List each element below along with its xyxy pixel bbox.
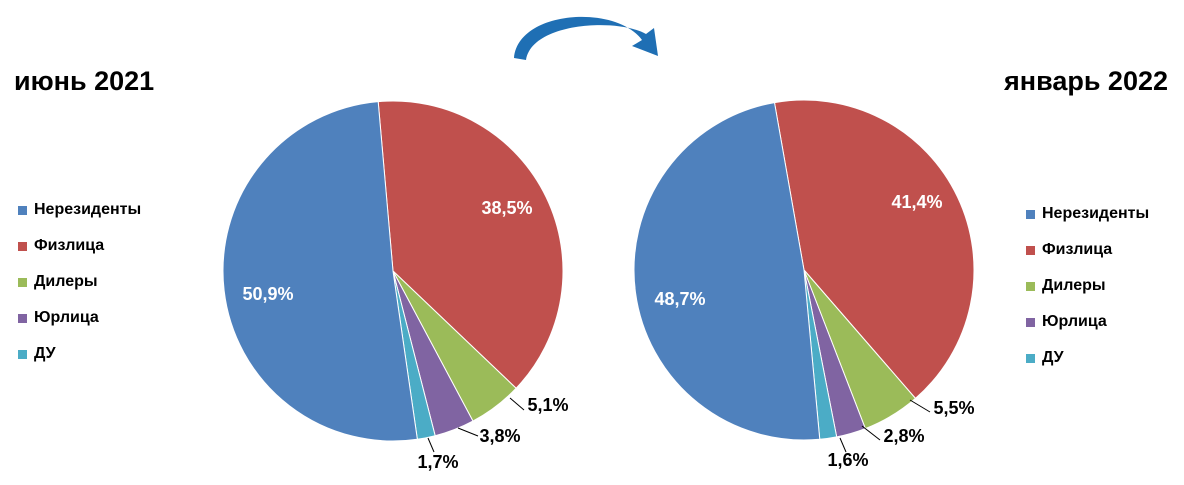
data-label: 38,5% [481, 198, 532, 218]
legend-label: Юрлица [34, 309, 99, 326]
legend-swatch [18, 205, 27, 215]
legend-item-legal-entities: Юрлица [18, 300, 141, 336]
pie-slice-0 [222, 101, 418, 442]
data-label: 48,7% [654, 289, 705, 309]
legend-swatch [18, 277, 27, 287]
data-label: 2,8% [883, 426, 924, 446]
pie-slice-0 [633, 102, 821, 441]
legend-item-legal-entities: Юрлица [1026, 304, 1149, 340]
data-label: 1,7% [417, 452, 458, 472]
legend-swatch [18, 349, 27, 359]
data-label: 50,9% [242, 284, 293, 304]
legend-left: Нерезиденты Физлица Дилеры Юрлица ДУ [18, 192, 141, 372]
leader-line [509, 397, 525, 411]
legend-item-dealers: Дилеры [1026, 268, 1149, 304]
legend-item-individuals: Физлица [18, 228, 141, 264]
chart-title-left: июнь 2021 [14, 66, 155, 96]
data-label: 1,6% [827, 450, 868, 470]
legend-swatch [1026, 245, 1035, 255]
legend-swatch [18, 241, 27, 251]
legend-swatch [18, 313, 27, 323]
data-label: 41,4% [891, 192, 942, 212]
legend-label: Дилеры [34, 273, 98, 290]
pie-chart-left: 50,9% 38,5% 5,1% 3,8% 1,7% [222, 100, 569, 472]
legend-label: Дилеры [1042, 277, 1106, 294]
legend-item-trust-management: ДУ [18, 336, 141, 372]
data-label: 5,5% [933, 398, 974, 418]
legend-swatch [1026, 317, 1035, 327]
legend-label: Физлица [34, 237, 105, 254]
leader-line [839, 437, 847, 453]
legend-label: Нерезиденты [34, 201, 142, 218]
data-label: 5,1% [527, 395, 568, 415]
leader-line [427, 437, 435, 453]
leader-line [457, 427, 479, 437]
pie-slice-1 [773, 99, 975, 400]
legend-item-nonresidents: Нерезиденты [18, 192, 141, 228]
data-label: 3,8% [479, 426, 520, 446]
chart-title-right: январь 2022 [1004, 66, 1168, 96]
legend-label: ДУ [1042, 349, 1064, 366]
legend-item-trust-management: ДУ [1026, 340, 1149, 376]
curved-arrow-icon [514, 16, 658, 60]
legend-item-nonresidents: Нерезиденты [1026, 196, 1149, 232]
leader-line [861, 425, 881, 441]
legend-label: Нерезиденты [1042, 205, 1150, 222]
legend-swatch [1026, 353, 1035, 363]
legend-item-individuals: Физлица [1026, 232, 1149, 268]
pie-chart-right: 48,7% 41,4% 5,5% 2,8% 1,6% [633, 99, 975, 470]
pie-slice-1 [377, 100, 564, 389]
legend-swatch [1026, 209, 1035, 219]
legend-label: Юрлица [1042, 313, 1107, 330]
legend-swatch [1026, 281, 1035, 291]
leader-line [909, 399, 931, 413]
legend-right: Нерезиденты Физлица Дилеры Юрлица ДУ [1026, 196, 1149, 376]
legend-label: ДУ [34, 345, 56, 362]
legend-label: Физлица [1042, 241, 1113, 258]
legend-item-dealers: Дилеры [18, 264, 141, 300]
